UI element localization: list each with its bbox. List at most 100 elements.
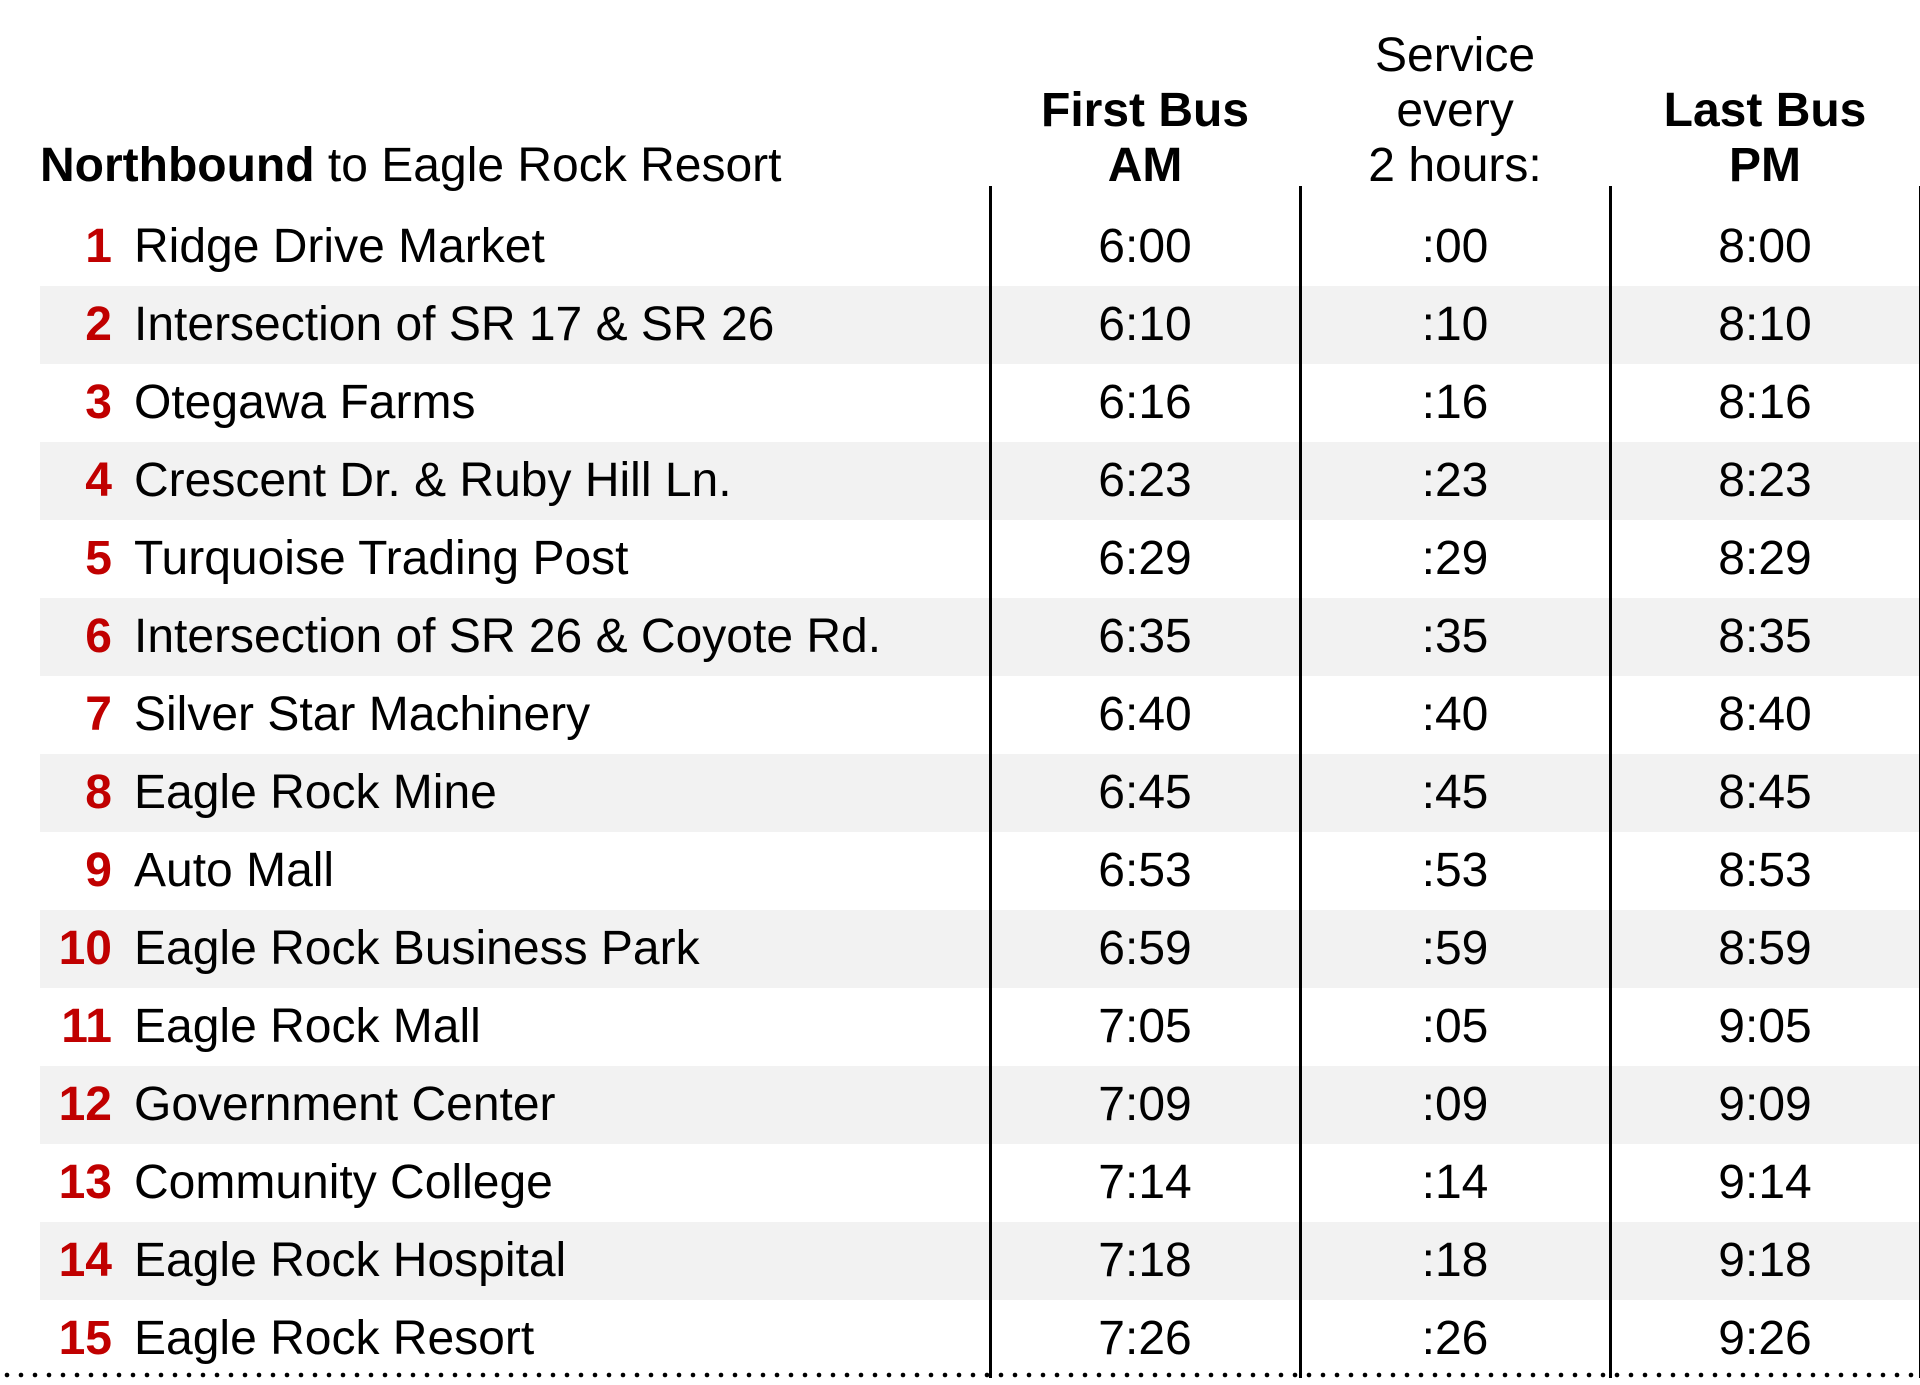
frequency-minute: :35 [1300,598,1610,676]
table-row: 1Ridge Drive Market6:00:008:00 [40,208,1920,286]
stop-number: 14 [40,1222,130,1300]
first-bus-time: 6:16 [990,364,1300,442]
last-bus-time: 8:00 [1610,208,1920,286]
first-bus-time: 6:29 [990,520,1300,598]
last-bus-time: 8:29 [1610,520,1920,598]
route-direction: Northbound [40,139,315,192]
stop-name: Eagle Rock Business Park [130,910,990,988]
col-header-frequency-line1: Service [1375,29,1535,82]
stop-number: 12 [40,1066,130,1144]
last-bus-time: 9:05 [1610,988,1920,1066]
first-bus-time: 6:45 [990,754,1300,832]
stop-number: 8 [40,754,130,832]
frequency-minute: :23 [1300,442,1610,520]
first-bus-time: 7:05 [990,988,1300,1066]
first-bus-time: 7:18 [990,1222,1300,1300]
stop-number: 11 [40,988,130,1066]
stop-name: Eagle Rock Mall [130,988,990,1066]
frequency-minute: :09 [1300,1066,1610,1144]
frequency-minute: :00 [1300,208,1610,286]
stop-number: 7 [40,676,130,754]
stop-number: 10 [40,910,130,988]
table-row: 9Auto Mall6:53:538:53 [40,832,1920,910]
stop-name: Ridge Drive Market [130,208,990,286]
schedule-panel: Northbound to Eagle Rock Resort First Bu… [0,0,1920,1385]
table-row: 7Silver Star Machinery6:40:408:40 [40,676,1920,754]
first-bus-time: 6:10 [990,286,1300,364]
frequency-minute: :14 [1300,1144,1610,1222]
table-row: 15Eagle Rock Resort7:26:269:26 [40,1300,1920,1378]
stop-name: Turquoise Trading Post [130,520,990,598]
first-bus-time: 6:23 [990,442,1300,520]
last-bus-time: 8:16 [1610,364,1920,442]
stop-number: 9 [40,832,130,910]
stop-name: Eagle Rock Mine [130,754,990,832]
col-header-frequency-line2: every [1396,84,1513,137]
last-bus-time: 8:23 [1610,442,1920,520]
last-bus-time: 8:59 [1610,910,1920,988]
stop-number: 3 [40,364,130,442]
table-row: 4Crescent Dr. & Ruby Hill Ln.6:23:238:23 [40,442,1920,520]
first-bus-time: 6:59 [990,910,1300,988]
stop-number: 2 [40,286,130,364]
frequency-minute: :45 [1300,754,1610,832]
col-header-last-line1: Last Bus [1664,84,1867,137]
table-row: 6Intersection of SR 26 & Coyote Rd.6:35:… [40,598,1920,676]
route-destination: to Eagle Rock Resort [315,139,782,192]
frequency-minute: :40 [1300,676,1610,754]
table-body: 1Ridge Drive Market6:00:008:002Intersect… [40,208,1920,1378]
last-bus-time: 9:09 [1610,1066,1920,1144]
frequency-minute: :16 [1300,364,1610,442]
stop-number: 13 [40,1144,130,1222]
table-row: 12Government Center7:09:099:09 [40,1066,1920,1144]
first-bus-time: 7:14 [990,1144,1300,1222]
stop-number: 15 [40,1300,130,1378]
schedule-table: Northbound to Eagle Rock Resort First Bu… [40,20,1920,1378]
first-bus-time: 6:40 [990,676,1300,754]
frequency-minute: :29 [1300,520,1610,598]
frequency-minute: :18 [1300,1222,1610,1300]
last-bus-time: 8:10 [1610,286,1920,364]
stop-name: Community College [130,1144,990,1222]
stop-name: Auto Mall [130,832,990,910]
stop-number: 1 [40,208,130,286]
frequency-minute: :53 [1300,832,1610,910]
col-header-frequency: Service every 2 hours: [1300,20,1610,208]
frequency-minute: :05 [1300,988,1610,1066]
table-row: 14Eagle Rock Hospital7:18:189:18 [40,1222,1920,1300]
stop-number: 4 [40,442,130,520]
col-header-last-line2: PM [1729,139,1801,192]
last-bus-time: 8:35 [1610,598,1920,676]
col-header-first-line2: AM [1108,139,1183,192]
col-header-first: First Bus AM [990,20,1300,208]
stop-name: Silver Star Machinery [130,676,990,754]
route-title: Northbound to Eagle Rock Resort [40,20,990,208]
last-bus-time: 9:14 [1610,1144,1920,1222]
dotted-divider [0,1371,1920,1379]
table-header: Northbound to Eagle Rock Resort First Bu… [40,20,1920,208]
table-row: 11Eagle Rock Mall7:05:059:05 [40,988,1920,1066]
table-row: 8Eagle Rock Mine6:45:458:45 [40,754,1920,832]
stop-name: Government Center [130,1066,990,1144]
table-row: 3Otegawa Farms6:16:168:16 [40,364,1920,442]
last-bus-time: 8:40 [1610,676,1920,754]
last-bus-time: 9:26 [1610,1300,1920,1378]
col-header-last: Last Bus PM [1610,20,1920,208]
frequency-minute: :10 [1300,286,1610,364]
table-row: 2Intersection of SR 17 & SR 266:10:108:1… [40,286,1920,364]
stop-name: Intersection of SR 26 & Coyote Rd. [130,598,990,676]
frequency-minute: :26 [1300,1300,1610,1378]
stop-name: Eagle Rock Resort [130,1300,990,1378]
last-bus-time: 8:45 [1610,754,1920,832]
col-header-first-line1: First Bus [1041,84,1249,137]
table-row: 10Eagle Rock Business Park6:59:598:59 [40,910,1920,988]
stop-name: Crescent Dr. & Ruby Hill Ln. [130,442,990,520]
frequency-minute: :59 [1300,910,1610,988]
table-row: 13Community College7:14:149:14 [40,1144,1920,1222]
last-bus-time: 8:53 [1610,832,1920,910]
table-row: 5Turquoise Trading Post6:29:298:29 [40,520,1920,598]
col-header-frequency-line3: 2 hours: [1368,139,1541,192]
last-bus-time: 9:18 [1610,1222,1920,1300]
stop-number: 5 [40,520,130,598]
first-bus-time: 7:26 [990,1300,1300,1378]
